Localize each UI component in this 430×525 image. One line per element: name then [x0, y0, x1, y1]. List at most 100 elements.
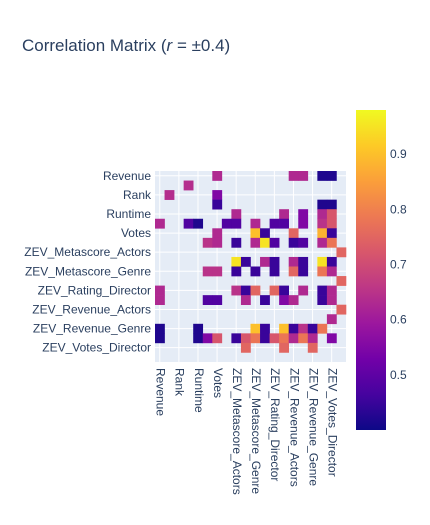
- heatmap-cell: [279, 323, 289, 334]
- colorbar-tick-label: 0.7: [390, 257, 407, 271]
- heatmap-cell: [317, 256, 328, 267]
- heatmap-cell: [317, 171, 328, 181]
- heatmap-cell: [326, 333, 337, 344]
- heatmap-cell: [326, 228, 337, 239]
- heatmap-cell: [298, 256, 309, 267]
- heatmap-cell: [326, 209, 337, 220]
- heatmap-cell: [269, 218, 280, 229]
- heatmap-cell: [288, 333, 299, 344]
- heatmap-cell: [260, 333, 270, 344]
- heatmap-cell: [298, 285, 309, 296]
- heatmap-cell: [231, 285, 242, 296]
- heatmap-cell: [250, 266, 261, 277]
- heatmap-cell: [155, 333, 165, 344]
- heatmap-cell: [317, 218, 328, 229]
- heatmap-cell: [250, 228, 261, 239]
- heatmap-cell: [212, 228, 223, 239]
- heatmap-cell: [307, 323, 318, 334]
- heatmap-cell: [298, 323, 309, 334]
- colorbar-tick-label: 0.5: [390, 368, 407, 382]
- heatmap-cell: [212, 190, 223, 200]
- heatmap-cell: [326, 295, 337, 305]
- heatmap-cell: [288, 266, 299, 277]
- heatmap-cell: [288, 237, 299, 248]
- heatmap-cell: [193, 333, 204, 344]
- heatmap-cell: [202, 237, 213, 248]
- heatmap-cell: [298, 218, 309, 229]
- heatmap-cell: [336, 247, 347, 258]
- heatmap-cell: [155, 218, 165, 229]
- heatmap-cell: [155, 323, 165, 334]
- heatmap-cell: [260, 228, 270, 239]
- heatmap-cell: [212, 295, 223, 305]
- x-tick-label: Runtime: [192, 368, 206, 413]
- heatmap-cell: [202, 295, 213, 305]
- heatmap-cell: [240, 295, 251, 305]
- heatmap-cell: [183, 180, 194, 191]
- heatmap-cell: [240, 333, 251, 344]
- heatmap-cell: [155, 295, 165, 305]
- heatmap-cell: [317, 295, 328, 305]
- y-tick-label: Rank: [123, 188, 152, 202]
- heatmap-cells: [155, 171, 347, 353]
- heatmap-cell: [260, 323, 270, 334]
- heatmap-cell: [326, 171, 337, 181]
- heatmap-cell: [269, 237, 280, 248]
- heatmap-cell: [212, 333, 223, 344]
- heatmap-cell: [288, 323, 299, 334]
- heatmap-cell: [164, 190, 175, 200]
- heatmap-cell: [250, 323, 261, 334]
- heatmap-cell: [279, 333, 289, 344]
- heatmap-cell: [307, 333, 318, 344]
- heatmap-cell: [240, 256, 251, 267]
- heatmap-cell: [183, 218, 194, 229]
- heatmap-cell: [326, 256, 337, 267]
- heatmap-cell: [326, 314, 337, 325]
- heatmap-cell: [202, 333, 213, 344]
- heatmap-cell: [250, 237, 261, 248]
- x-tick-label: ZEV_Metascore_Actors: [230, 368, 244, 495]
- heatmap-cell: [326, 266, 337, 277]
- heatmap-cell: [193, 323, 204, 334]
- heatmap-cell: [250, 218, 261, 229]
- colorbar: [356, 110, 386, 430]
- heatmap-cell: [288, 228, 299, 239]
- y-tick-label: ZEV_Votes_Director: [42, 341, 151, 355]
- x-tick-label: Votes: [211, 368, 225, 398]
- heatmap-cell: [317, 285, 328, 296]
- heatmap-cell: [269, 266, 280, 277]
- heatmap-cell: [317, 228, 328, 239]
- heatmap-cell: [231, 266, 242, 277]
- colorbar-tick-labels: 0.5 0.6 0.7 0.8 0.9: [390, 147, 407, 382]
- colorbar-tick-label: 0.8: [390, 202, 407, 216]
- heatmap-cell: [288, 171, 299, 181]
- heatmap-cell: [279, 218, 289, 229]
- heatmap-cell: [202, 266, 213, 277]
- heatmap-cell: [269, 285, 280, 296]
- heatmap-cell: [269, 333, 280, 344]
- x-tick-label: ZEV_Metascore_Genre: [249, 368, 263, 494]
- heatmap-cell: [212, 266, 223, 277]
- heatmap-cell: [260, 237, 270, 248]
- heatmap-cell: [326, 199, 337, 210]
- y-tick-label: ZEV_Metascore_Genre: [25, 264, 151, 278]
- heatmap-cell: [317, 209, 328, 220]
- heatmap-cell: [212, 237, 223, 248]
- y-axis-tick-labels: Revenue Rank Runtime Votes ZEV_Metascore_Act…: [24, 169, 152, 355]
- heatmap-cell: [279, 285, 289, 296]
- heatmap-cell: [240, 342, 251, 353]
- heatmap-cell: [288, 295, 299, 305]
- x-tick-label: ZEV_Revenue_Actors: [287, 368, 301, 487]
- heatmap-cell: [317, 266, 328, 277]
- x-tick-label: ZEV_Rating_Director: [268, 368, 282, 481]
- heatmap-cell: [298, 333, 309, 344]
- y-tick-label: Votes: [121, 226, 151, 240]
- y-tick-label: Runtime: [106, 207, 151, 221]
- x-tick-label: Rank: [173, 368, 187, 397]
- colorbar-tick-label: 0.9: [390, 147, 407, 161]
- heatmap-cell: [298, 237, 309, 248]
- heatmap-cell: [288, 256, 299, 267]
- heatmap-cell: [155, 285, 165, 296]
- heatmap-cell: [336, 276, 347, 286]
